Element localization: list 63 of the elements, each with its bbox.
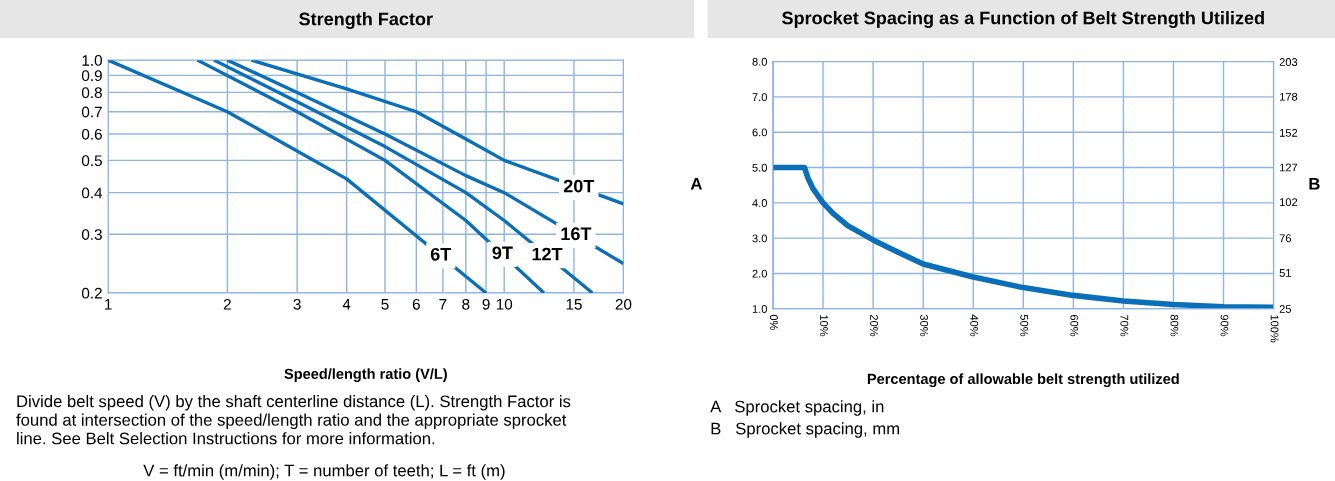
y-tick-label: 6.0 <box>752 128 767 137</box>
x-tick-label: 5 <box>381 299 389 310</box>
x-tick-label: 6 <box>412 298 420 310</box>
x-tick-label: 100% <box>1270 315 1279 343</box>
x-tick-label: 4 <box>342 299 351 310</box>
y-tick-label: 4.0 <box>752 199 767 207</box>
x-tick-label: 1 <box>105 299 112 310</box>
y2-tick-label: 127 <box>1279 163 1298 172</box>
y-tick-label: 7.0 <box>752 93 767 102</box>
y2-tick-label: 25 <box>1279 305 1292 313</box>
chart-title: Strength Factor <box>299 12 433 29</box>
x-tick-label: 9 <box>482 298 490 310</box>
x-tick-label: 60% <box>1070 314 1079 337</box>
y2-tick-label: 203 <box>1279 58 1298 66</box>
y-tick-label: 0.9 <box>81 70 102 82</box>
x-tick-label: 80% <box>1170 314 1179 337</box>
y2-tick-label: 76 <box>1279 234 1292 243</box>
series-label: 6T <box>430 247 452 261</box>
x-tick-label: 40% <box>970 314 979 337</box>
x-tick-label: 90% <box>1220 314 1229 337</box>
y-tick-label: 2.0 <box>752 269 767 278</box>
series-label: 20T <box>563 179 595 193</box>
series-label: 12T <box>532 247 563 261</box>
chart-title: Sprocket Spacing as a Function of Belt Strength Utilized <box>782 11 1264 28</box>
x-tick-label: 30% <box>920 314 929 337</box>
x-tick-label: 20% <box>870 314 878 337</box>
text: Divide belt speed (V) by the shaft centerline distance (L). Strength Factor is found at intersection of the speed/length ratio and the appropriate sprocket line. See Belt Selection Instructions for more information. <box>16 395 571 445</box>
x-tick-label: 10% <box>820 315 828 337</box>
y-tick-label: 0.4 <box>81 187 103 199</box>
y-tick-label: 0.6 <box>81 128 102 140</box>
y-tick-label: 0.7 <box>81 106 102 118</box>
x-tick-label: 3 <box>293 298 301 310</box>
y-tick-label: 1.0 <box>82 54 102 66</box>
x-tick-label: 8 <box>462 298 470 310</box>
text: A Sprocket spacing, in <box>710 400 884 416</box>
y2-tick-label: 51 <box>1279 269 1291 277</box>
x-tick-label: 0% <box>769 314 778 331</box>
y-tick-label: 0.2 <box>81 287 102 299</box>
text: B Sprocket spacing, mm <box>711 422 899 438</box>
y-axis-title: A <box>690 178 702 190</box>
y2-tick-label: 178 <box>1279 92 1298 101</box>
y2-tick-label: 102 <box>1279 198 1298 207</box>
x-tick-label: 7 <box>439 299 447 310</box>
x-tick-label: 10 <box>496 298 513 310</box>
x-tick-label: 15 <box>566 299 582 310</box>
y-tick-label: 3.0 <box>752 234 767 243</box>
x-tick-label: 50% <box>1020 314 1029 337</box>
y-tick-label: 1.0 <box>752 305 767 313</box>
x-tick-label: 20 <box>615 298 632 310</box>
series-label: 16T <box>561 227 592 241</box>
x-tick-label: 70% <box>1120 314 1129 337</box>
y-tick-label: 0.8 <box>81 87 102 99</box>
y-tick-label: 5.0 <box>752 163 767 172</box>
x-axis-title: Speed/length ratio (V/L) <box>284 368 447 382</box>
y2-tick-label: 152 <box>1279 128 1298 137</box>
x-tick-label: 2 <box>223 298 231 310</box>
series-label: 9T <box>492 246 513 260</box>
y-tick-label: 0.5 <box>81 155 102 167</box>
y2-axis-title: B <box>1309 178 1320 190</box>
x-axis-title: Percentage of allowable belt strength utilized <box>867 373 1179 387</box>
text: V = ft/min (m/min); T = number of teeth; L = ft (m) <box>143 464 505 480</box>
y-tick-label: 8.0 <box>752 57 767 66</box>
y-tick-label: 0.3 <box>81 229 102 240</box>
